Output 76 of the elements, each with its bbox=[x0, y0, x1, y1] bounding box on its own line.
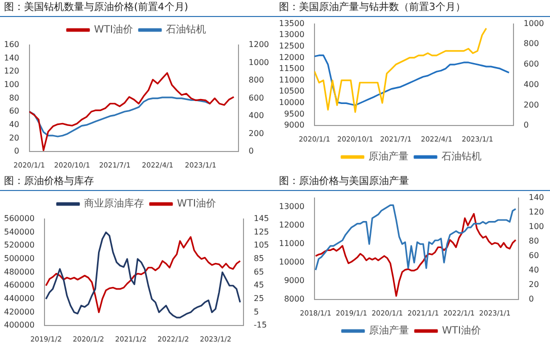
y2-tick-label: 1200 bbox=[248, 40, 269, 50]
y2-tick-label: 200 bbox=[524, 100, 539, 110]
y-tick-label: 8000 bbox=[284, 294, 304, 304]
y-tick-label: 12000 bbox=[278, 52, 304, 62]
y-tick-label: 120 bbox=[4, 66, 20, 76]
y2-tick-label: 20 bbox=[528, 280, 539, 290]
y-tick-label: 10000 bbox=[278, 258, 304, 267]
y2-tick-label: 0 bbox=[524, 120, 529, 130]
y2-tick-label: 85 bbox=[254, 254, 264, 264]
y-tick-label: 100 bbox=[4, 80, 20, 90]
legend-label: WTI油价 bbox=[94, 24, 133, 36]
y-tick-label: 11000 bbox=[278, 239, 304, 248]
y-tick-label: 13000 bbox=[278, 202, 304, 212]
y2-tick-label: -15 bbox=[254, 320, 267, 330]
y-tick-label: 420000 bbox=[4, 307, 35, 316]
y2-tick-label: 145 bbox=[254, 214, 270, 224]
legend-label: 石油钻机 bbox=[442, 150, 482, 163]
y-tick-label: 560000 bbox=[4, 214, 35, 224]
y2-tick-label: 400 bbox=[524, 80, 539, 89]
y-tick-label: 540000 bbox=[4, 227, 35, 236]
y-tick-label: 12500 bbox=[278, 42, 304, 50]
y2-tick-label: 0 bbox=[248, 146, 254, 156]
legend-label: 商业原油库存 bbox=[84, 198, 144, 210]
chart-title: 图：原油价格与库存 bbox=[0, 174, 275, 191]
y-tick-label: 40 bbox=[9, 120, 20, 130]
y-tick-label: 11500 bbox=[278, 64, 304, 74]
y-tick-label: 9000 bbox=[284, 120, 304, 130]
y-tick-label: 9000 bbox=[284, 276, 304, 286]
chart-title: 图：原油价格与美国原油产量 bbox=[275, 174, 550, 191]
chart-title: 图：美国钻机数量与原油价格(前置4个月) bbox=[0, 0, 275, 17]
y-tick-label: 460000 bbox=[4, 280, 35, 290]
y-tick-label: 10500 bbox=[278, 86, 304, 96]
y-tick-label: 60 bbox=[9, 106, 20, 116]
y2-tick-label: 80 bbox=[528, 236, 539, 246]
y2-tick-label: 140 bbox=[528, 192, 544, 202]
y2-tick-label: 1000 bbox=[248, 58, 269, 67]
y2-tick-label: 400 bbox=[248, 111, 264, 120]
legend-label: WTI油价 bbox=[442, 324, 481, 337]
y2-tick-label: 105 bbox=[254, 240, 270, 250]
y-tick-label: 440000 bbox=[4, 294, 35, 304]
y2-tick-label: 0 bbox=[528, 294, 534, 304]
y-tick-label: 13500 bbox=[278, 18, 304, 28]
y2-tick-label: 40 bbox=[528, 266, 539, 275]
y-tick-label: 9500 bbox=[284, 109, 304, 118]
y2-tick-label: 65 bbox=[254, 267, 264, 276]
y2-tick-label: 600 bbox=[524, 60, 539, 69]
y-tick-label: 500000 bbox=[4, 254, 35, 264]
y-tick-label: 480000 bbox=[4, 267, 35, 276]
y2-tick-label: 600 bbox=[248, 93, 264, 102]
y2-tick-label: 100 bbox=[528, 222, 544, 231]
y2-tick-label: 5 bbox=[254, 307, 259, 316]
y2-tick-label: 1000 bbox=[524, 18, 544, 28]
y2-tick-label: 125 bbox=[254, 227, 270, 236]
y2-tick-label: 25 bbox=[254, 294, 264, 304]
y-tick-label: 80 bbox=[9, 93, 20, 102]
y-tick-label: 13000 bbox=[278, 30, 304, 40]
legend-label: 石油钻机 bbox=[166, 24, 206, 36]
y-tick-label: 10000 bbox=[278, 98, 304, 108]
legend-label: 原油产量 bbox=[369, 324, 410, 337]
y2-tick-label: 60 bbox=[528, 251, 539, 260]
y-tick-label: 11000 bbox=[278, 75, 304, 84]
legend-label: WTI油价 bbox=[177, 198, 216, 210]
y-tick-label: 520000 bbox=[4, 240, 35, 250]
legend-label: 原油产量 bbox=[368, 150, 408, 163]
y-tick-label: 0 bbox=[14, 146, 20, 156]
y2-tick-label: 200 bbox=[248, 128, 264, 138]
y-tick-label: 20 bbox=[9, 133, 20, 142]
chart-title: 图：美国原油产量与钻井数（前置3个月） bbox=[275, 0, 550, 17]
y2-tick-label: 800 bbox=[248, 76, 264, 85]
y-tick-label: 400000 bbox=[4, 320, 35, 330]
y2-tick-label: 800 bbox=[524, 39, 539, 48]
y2-tick-label: 120 bbox=[528, 207, 544, 216]
y-tick-label: 12000 bbox=[278, 220, 304, 230]
y-tick-label: 160 bbox=[4, 40, 20, 50]
y-tick-label: 140 bbox=[4, 53, 20, 62]
y2-tick-label: 45 bbox=[254, 280, 264, 290]
